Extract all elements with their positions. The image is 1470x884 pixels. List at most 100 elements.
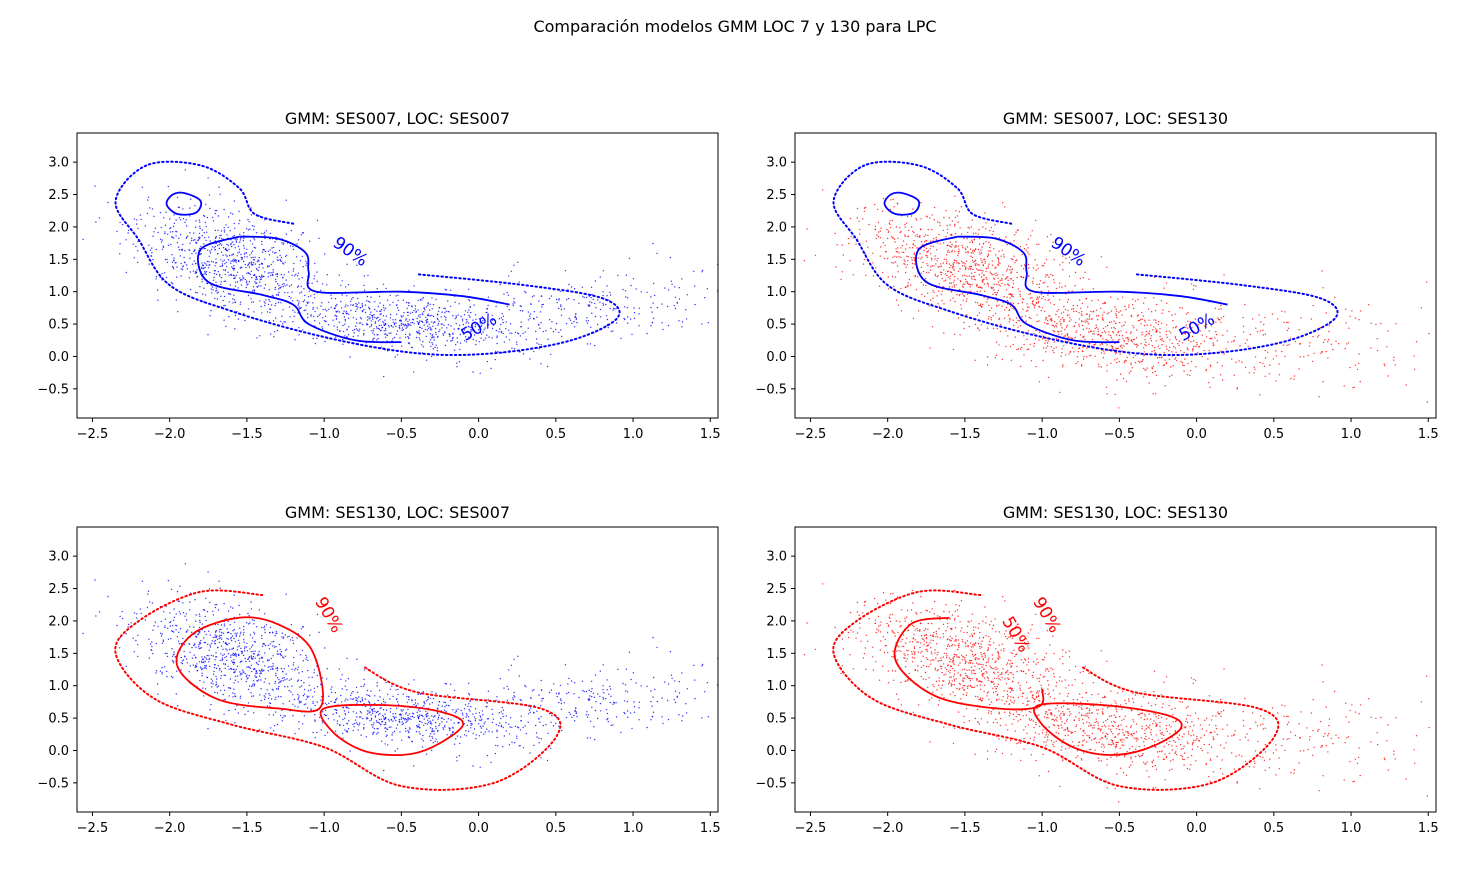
- scatter-point: [308, 695, 310, 697]
- scatter-point: [219, 193, 221, 195]
- scatter-point: [245, 646, 248, 648]
- scatter-point: [320, 729, 322, 731]
- scatter-point: [933, 291, 935, 294]
- scatter-point: [249, 648, 251, 650]
- scatter-point: [230, 242, 232, 245]
- scatter-point: [1012, 319, 1015, 321]
- scatter-point: [516, 341, 518, 343]
- scatter-point: [195, 614, 197, 616]
- scatter-point: [1097, 334, 1099, 336]
- y-tick-label: 2.0: [48, 220, 69, 235]
- scatter-point: [1174, 337, 1177, 339]
- scatter-point: [437, 322, 440, 325]
- scatter-point: [287, 271, 290, 273]
- scatter-point: [196, 292, 198, 294]
- scatter-point: [1019, 290, 1021, 293]
- scatter-point: [220, 283, 222, 286]
- scatter-point: [1158, 356, 1161, 359]
- scatter-point: [302, 266, 304, 268]
- scatter-point: [1268, 373, 1271, 375]
- scatter-point: [256, 278, 258, 280]
- scatter-point: [312, 696, 314, 698]
- scatter-point: [445, 310, 447, 312]
- scatter-point: [458, 722, 460, 724]
- scatter-point: [1116, 361, 1118, 364]
- scatter-point: [1154, 370, 1157, 373]
- scatter-point: [211, 286, 214, 288]
- scatter-point: [253, 225, 255, 228]
- scatter-point: [278, 284, 280, 287]
- scatter-point: [272, 251, 274, 253]
- scatter-point: [478, 341, 480, 343]
- scatter-point: [248, 674, 251, 677]
- scatter-point: [1344, 347, 1346, 350]
- scatter-point: [962, 299, 964, 302]
- scatter-point: [185, 219, 187, 221]
- scatter-point: [978, 243, 981, 245]
- scatter-point: [470, 328, 472, 331]
- scatter-point: [330, 294, 332, 296]
- scatter-point: [246, 666, 248, 668]
- scatter-point: [229, 624, 231, 626]
- scatter-point: [1073, 310, 1075, 313]
- scatter-point: [1079, 334, 1082, 336]
- scatter-point: [204, 660, 206, 663]
- scatter-point: [678, 287, 680, 289]
- scatter-point: [1056, 310, 1058, 313]
- scatter-point: [272, 689, 274, 691]
- scatter-point: [193, 644, 195, 647]
- scatter-point: [322, 711, 324, 713]
- scatter-point: [609, 701, 611, 704]
- scatter-point: [263, 301, 265, 303]
- scatter-point: [472, 338, 474, 341]
- scatter-point: [904, 248, 907, 250]
- scatter-point: [975, 232, 977, 234]
- scatter-point: [210, 678, 213, 680]
- scatter-point: [345, 310, 348, 313]
- scatter-point: [259, 300, 261, 302]
- scatter-point: [401, 739, 403, 741]
- scatter-point: [1171, 374, 1173, 376]
- scatter-point: [176, 276, 178, 278]
- scatter-point: [429, 723, 432, 725]
- scatter-point: [277, 695, 280, 698]
- scatter-point: [1216, 339, 1219, 342]
- scatter-point: [159, 670, 162, 672]
- scatter-point: [920, 218, 922, 220]
- scatter-point: [432, 742, 434, 744]
- scatter-point: [1132, 325, 1134, 327]
- scatter-point: [1028, 275, 1030, 277]
- scatter-point: [275, 278, 277, 281]
- scatter-point: [821, 189, 824, 191]
- scatter-point: [970, 255, 972, 257]
- scatter-point: [995, 294, 997, 296]
- scatter-point: [1021, 298, 1024, 300]
- scatter-point: [1175, 351, 1177, 353]
- scatter-point: [976, 284, 978, 287]
- scatter-point: [1352, 387, 1354, 389]
- scatter-point: [164, 625, 166, 627]
- scatter-point: [332, 319, 334, 321]
- scatter-point: [1140, 343, 1143, 345]
- scatter-point: [1354, 364, 1356, 366]
- scatter-point: [1284, 355, 1286, 358]
- scatter-point: [516, 726, 519, 728]
- scatter-point: [524, 331, 526, 333]
- scatter-point: [208, 661, 210, 663]
- scatter-point: [505, 336, 507, 338]
- scatter-point: [465, 735, 468, 737]
- scatter-point: [147, 593, 149, 595]
- scatter-point: [1009, 305, 1012, 307]
- scatter-point: [1289, 337, 1292, 339]
- scatter-point: [981, 280, 984, 282]
- scatter-point: [560, 708, 563, 710]
- scatter-point: [193, 232, 195, 234]
- scatter-point: [1009, 293, 1012, 295]
- scatter-point: [563, 702, 565, 704]
- scatter-point: [1087, 321, 1089, 323]
- scatter-point: [522, 353, 525, 355]
- scatter-point: [333, 325, 335, 327]
- scatter-point: [94, 185, 96, 187]
- scatter-point: [538, 694, 540, 696]
- scatter-point: [260, 672, 263, 674]
